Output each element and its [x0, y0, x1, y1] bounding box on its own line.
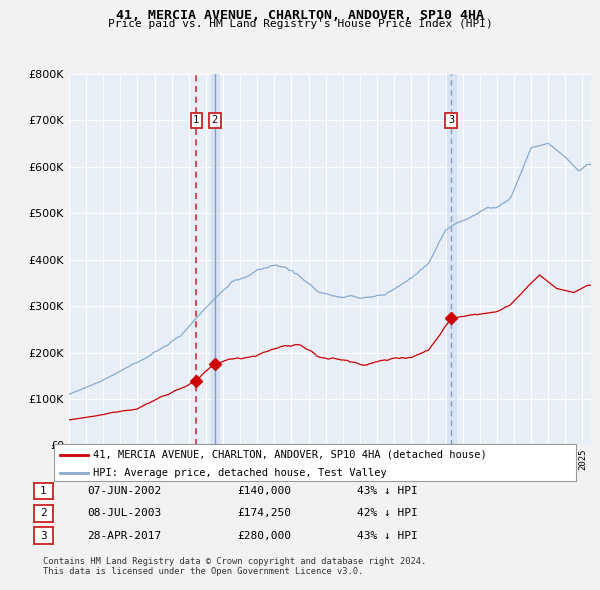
- Text: 1: 1: [40, 486, 47, 496]
- Text: 3: 3: [40, 531, 47, 540]
- Text: 3: 3: [448, 115, 454, 125]
- Bar: [447, 74, 456, 445]
- Text: £174,250: £174,250: [237, 509, 291, 518]
- Text: Contains HM Land Registry data © Crown copyright and database right 2024.: Contains HM Land Registry data © Crown c…: [43, 558, 427, 566]
- Text: 2: 2: [40, 509, 47, 518]
- Text: 07-JUN-2002: 07-JUN-2002: [87, 486, 161, 496]
- Text: 41, MERCIA AVENUE, CHARLTON, ANDOVER, SP10 4HA (detached house): 41, MERCIA AVENUE, CHARLTON, ANDOVER, SP…: [93, 450, 487, 460]
- Text: This data is licensed under the Open Government Licence v3.0.: This data is licensed under the Open Gov…: [43, 568, 364, 576]
- Text: £280,000: £280,000: [237, 531, 291, 540]
- Text: 42% ↓ HPI: 42% ↓ HPI: [357, 509, 418, 518]
- Text: £140,000: £140,000: [237, 486, 291, 496]
- Text: 28-APR-2017: 28-APR-2017: [87, 531, 161, 540]
- Text: 08-JUL-2003: 08-JUL-2003: [87, 509, 161, 518]
- Bar: [211, 74, 219, 445]
- Text: 1: 1: [193, 115, 199, 125]
- Text: 41, MERCIA AVENUE, CHARLTON, ANDOVER, SP10 4HA: 41, MERCIA AVENUE, CHARLTON, ANDOVER, SP…: [116, 9, 484, 22]
- Text: 43% ↓ HPI: 43% ↓ HPI: [357, 486, 418, 496]
- Text: 43% ↓ HPI: 43% ↓ HPI: [357, 531, 418, 540]
- Text: 2: 2: [212, 115, 218, 125]
- Text: HPI: Average price, detached house, Test Valley: HPI: Average price, detached house, Test…: [93, 468, 387, 478]
- Text: Price paid vs. HM Land Registry's House Price Index (HPI): Price paid vs. HM Land Registry's House …: [107, 19, 493, 30]
